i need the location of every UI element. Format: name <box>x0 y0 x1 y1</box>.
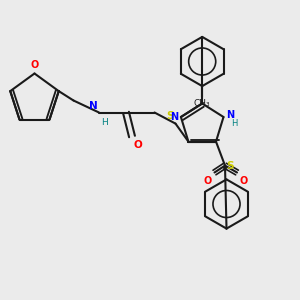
Text: S: S <box>167 111 174 121</box>
Text: O: O <box>134 140 142 149</box>
Text: N: N <box>170 112 178 122</box>
Text: CH₃: CH₃ <box>194 99 211 108</box>
Text: O: O <box>240 176 248 185</box>
Text: N: N <box>89 101 98 111</box>
Text: S: S <box>226 160 234 171</box>
Text: N: N <box>226 110 235 121</box>
Text: O: O <box>203 176 211 185</box>
Text: H: H <box>101 118 108 127</box>
Text: O: O <box>30 61 39 70</box>
Text: H: H <box>231 119 237 128</box>
